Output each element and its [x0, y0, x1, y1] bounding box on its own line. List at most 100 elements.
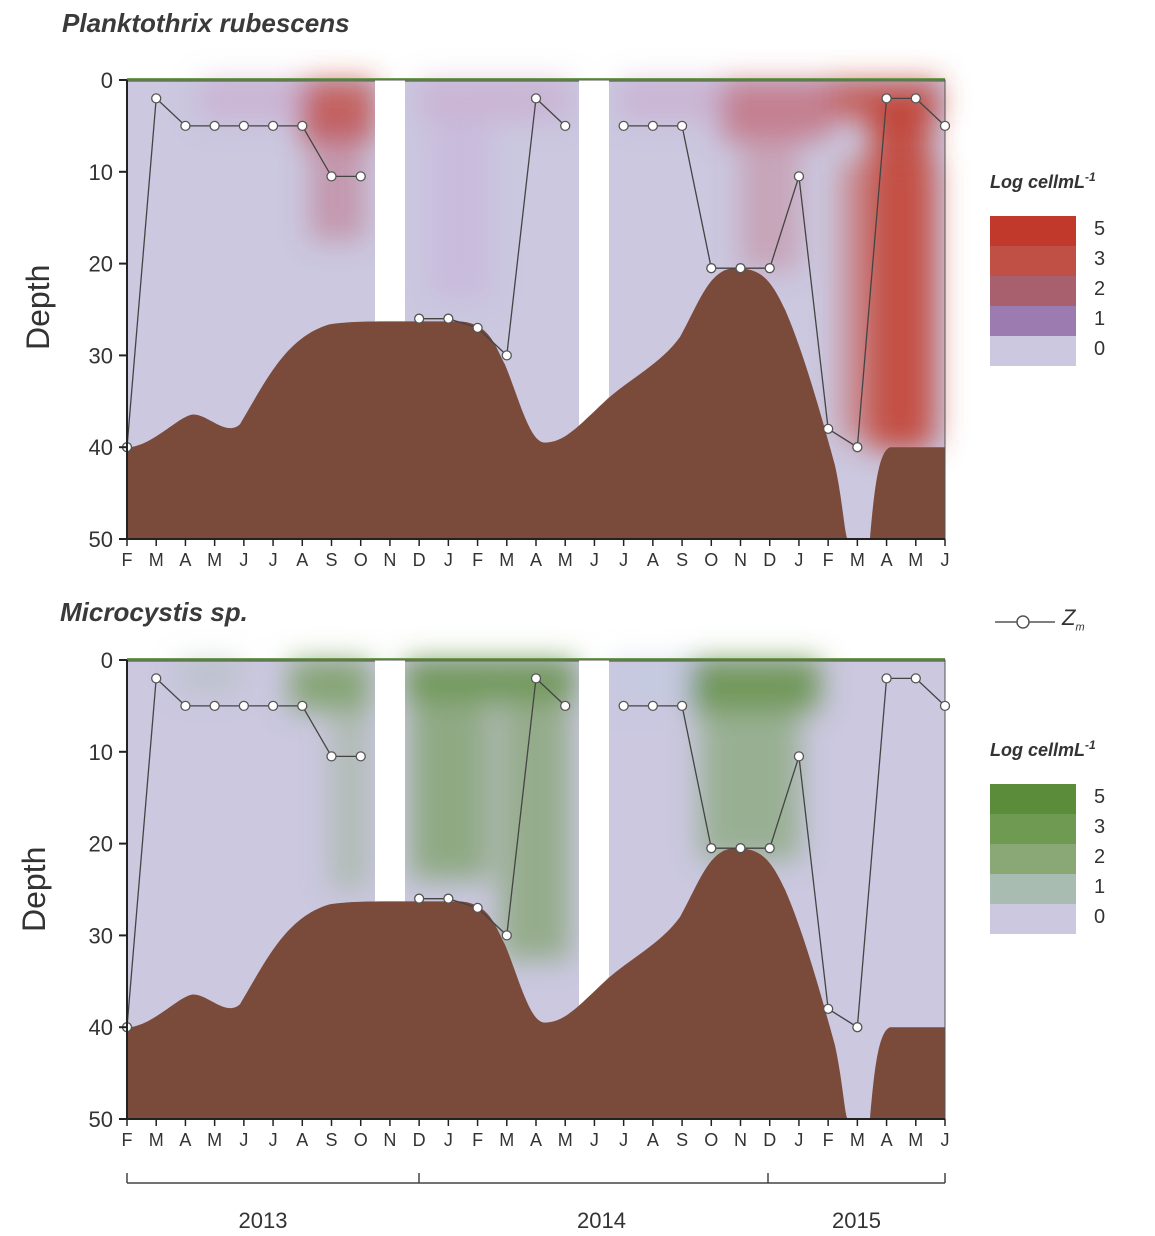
- intensity-region: [410, 700, 490, 880]
- zm-point: [209, 700, 220, 712]
- x-tick-label: F: [122, 550, 133, 570]
- zm-point: [180, 700, 191, 712]
- zm-point: [647, 120, 659, 132]
- intensity-layer: [200, 80, 940, 450]
- x-tick-label: J: [239, 1130, 248, 1150]
- intensity-region: [180, 660, 240, 690]
- zm-point: [822, 423, 834, 434]
- zm-point: [355, 751, 366, 762]
- x-tick-label: M: [850, 550, 865, 570]
- x-tick-label: A: [296, 550, 308, 570]
- x-tick-label: F: [823, 550, 834, 570]
- zm-point: [618, 120, 629, 132]
- y-tick-label: 20: [89, 252, 113, 277]
- legend-swatch: [990, 276, 1076, 306]
- x-tick-label: F: [472, 1130, 483, 1150]
- intensity-region: [405, 660, 575, 700]
- legend-level-label: 5: [1094, 786, 1106, 808]
- x-tick-label: M: [908, 550, 923, 570]
- x-tick-label: D: [763, 1130, 776, 1150]
- y-tick-label: 30: [89, 343, 113, 368]
- x-tick-label: A: [530, 1130, 542, 1150]
- x-tick-label: J: [619, 1130, 628, 1150]
- x-tick-label: J: [590, 1130, 599, 1150]
- lake-bottom-profile: [127, 848, 945, 1119]
- zm-point: [939, 120, 951, 132]
- legend-swatch: [990, 904, 1076, 934]
- y-tick-label: 50: [89, 527, 113, 552]
- intensity-region: [610, 660, 690, 700]
- zm-point: [560, 700, 571, 712]
- zm-point: [472, 322, 483, 334]
- x-tick-label: A: [647, 1130, 659, 1150]
- x-tick-label: N: [383, 1130, 396, 1150]
- legend-title-bottom: Log cellmL-1: [990, 738, 1096, 760]
- zm-point: [413, 313, 425, 324]
- intensity-region: [720, 80, 830, 140]
- zm-point: [706, 263, 717, 274]
- legend-swatch: [990, 784, 1076, 814]
- x-tick-label: D: [413, 550, 426, 570]
- year-label: 2015: [832, 1208, 881, 1233]
- x-tick-label: N: [734, 1130, 747, 1150]
- x-tick-label: F: [122, 1130, 133, 1150]
- y-tick-label: 10: [89, 740, 113, 765]
- chart-title-microcystis: Microcystis sp.: [60, 597, 248, 627]
- x-tick-label: J: [269, 1130, 278, 1150]
- x-tick-label: A: [647, 550, 659, 570]
- legend-swatch: [990, 306, 1076, 336]
- x-tick-label: N: [734, 550, 747, 570]
- zm-point: [676, 120, 688, 132]
- zm-point: [852, 1022, 863, 1033]
- x-tick-label: A: [296, 1130, 308, 1150]
- x-tick-label: M: [149, 1130, 164, 1150]
- x-tick-label: F: [823, 1130, 834, 1150]
- zm-point: [852, 442, 863, 453]
- intensity-region: [840, 160, 940, 440]
- legend-swatch: [990, 814, 1076, 844]
- zm-point: [764, 263, 775, 274]
- zm-point: [735, 263, 746, 274]
- zm-point: [793, 171, 805, 182]
- x-tick-label: M: [558, 1130, 573, 1150]
- zm-point: [267, 120, 279, 132]
- zm-point: [735, 843, 746, 854]
- x-tick-label: F: [472, 550, 483, 570]
- legend-bottom: Log cellmL-1 5 3 2 1 0: [990, 738, 1140, 948]
- zm-point: [822, 1003, 834, 1014]
- zm-point: [501, 930, 512, 941]
- x-tick-label: N: [383, 550, 396, 570]
- zm-point: [297, 700, 308, 712]
- y-tick-label: 40: [89, 435, 113, 460]
- x-tick-label: J: [444, 1130, 453, 1150]
- intensity-region: [430, 120, 490, 300]
- x-tick-label: A: [179, 550, 191, 570]
- x-tick-label: M: [558, 550, 573, 570]
- zm-legend-label: Zm: [1062, 605, 1085, 634]
- legend-level-label: 2: [1094, 846, 1106, 868]
- y-tick-label: 10: [89, 160, 113, 185]
- zm-point: [706, 843, 717, 854]
- intensity-region: [620, 80, 720, 120]
- year-label: 2014: [577, 1208, 626, 1233]
- zm-point: [413, 893, 425, 904]
- y-tick-label: 20: [89, 832, 113, 857]
- x-tick-label: M: [207, 1130, 222, 1150]
- zm-point: [355, 171, 366, 182]
- x-tick-label: A: [881, 550, 893, 570]
- legend-level-label: 0: [1094, 338, 1106, 360]
- x-tick-label: J: [444, 550, 453, 570]
- zm-point: [267, 700, 279, 712]
- x-tick-label: J: [619, 550, 628, 570]
- zm-point: [939, 700, 951, 712]
- x-tick-label: A: [881, 1130, 893, 1150]
- zm-point: [910, 673, 921, 684]
- intensity-region: [330, 710, 370, 890]
- zm-point: [180, 120, 191, 132]
- zm-point: [326, 751, 337, 762]
- x-tick-label: M: [207, 550, 222, 570]
- intensity-region: [500, 700, 570, 960]
- y-tick-label: 50: [89, 1107, 113, 1132]
- zm-point: [881, 673, 892, 684]
